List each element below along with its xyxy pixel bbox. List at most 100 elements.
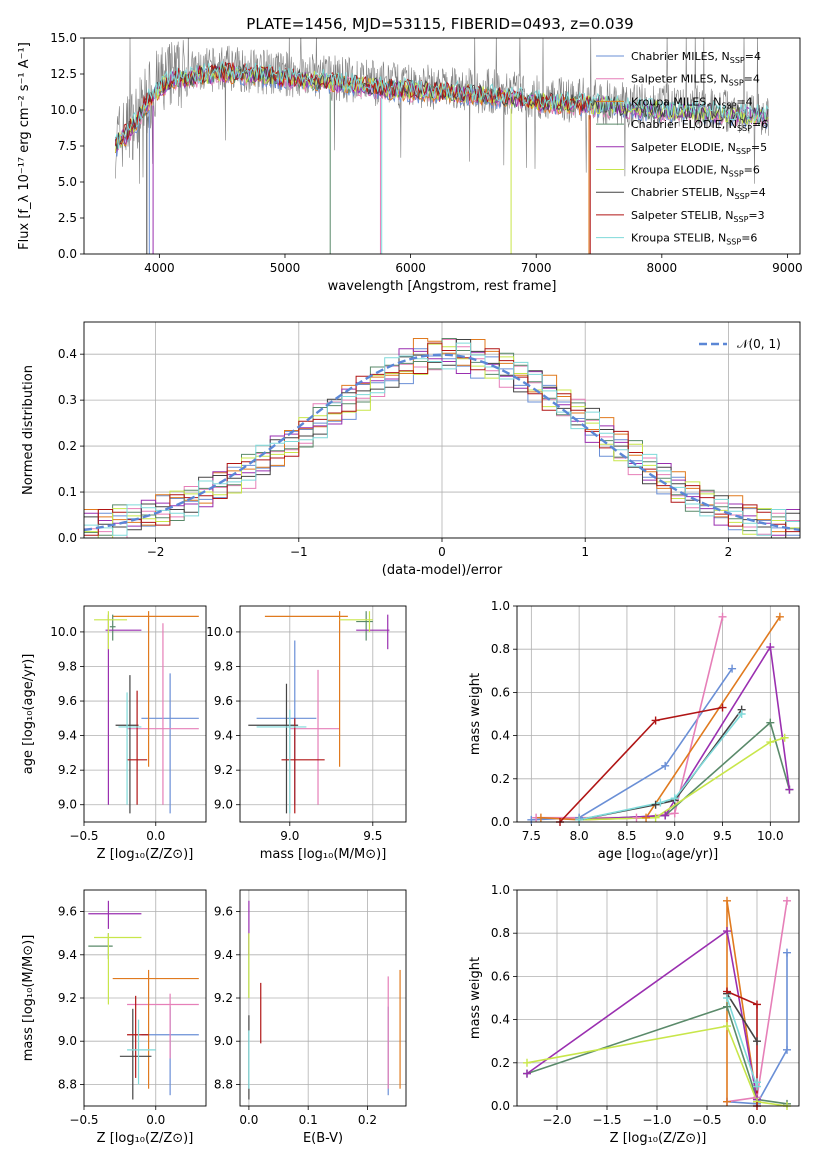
plot-area bbox=[84, 322, 800, 538]
y-tick-label: 0.4 bbox=[491, 729, 510, 743]
plus-marker bbox=[753, 1037, 761, 1046]
y-tick-label: 9.0 bbox=[214, 1034, 233, 1048]
plus-marker bbox=[656, 798, 665, 807]
x-tick-label: 10.0 bbox=[757, 829, 784, 843]
legend-label: Salpeter MILES, NSSP=4 bbox=[631, 73, 760, 88]
plus-marker bbox=[651, 716, 660, 725]
legend-label: Kroupa MILES, NSSP=4 bbox=[631, 95, 753, 110]
legend-sub: SSP bbox=[737, 124, 752, 133]
y-tick-label: 0.2 bbox=[491, 772, 510, 786]
legend-sub: SSP bbox=[730, 56, 745, 65]
axes-residuals: −2 −1 0 1 2 0.0 0.1 0.2 0.3 0.4 (data-model)/error… bbox=[21, 321, 801, 578]
y-tick-label: 0.2 bbox=[58, 439, 77, 453]
y-axis-label: Flux [f_λ 10⁻¹⁷ erg cm⁻² s⁻¹ A⁻¹] bbox=[17, 42, 32, 250]
legend-name: Salpeter STELIB, N bbox=[631, 209, 733, 222]
y-tick-label: 9.0 bbox=[214, 798, 233, 812]
axes-mass-vs-ebv: 0.0 0.1 0.2 8.8 9.0 9.2 9.4 9.6 E(B-V) bbox=[214, 889, 407, 1146]
legend-name: Chabrier MILES, N bbox=[631, 50, 730, 63]
x-axis-label: Z [log₁₀(Z/Z⊙)] bbox=[97, 847, 194, 862]
legend-value: =4 bbox=[744, 73, 760, 86]
axes-frame bbox=[239, 605, 407, 823]
y-tick-label: 1.0 bbox=[491, 883, 510, 897]
legend-label: 𝒩(0, 1) bbox=[737, 337, 781, 351]
x-tick-label: 0 bbox=[438, 545, 446, 559]
x-tick-label: 7000 bbox=[521, 261, 552, 275]
legend-value: =3 bbox=[748, 209, 764, 222]
axes-mass-weight-vs-age: 7.5 8.0 8.5 9.0 9.5 10.0 0.0 0.2 0.4 0.6 0.8 1.0 age… bbox=[468, 599, 800, 862]
legend-label: Salpeter STELIB, NSSP=3 bbox=[631, 209, 765, 224]
y-tick-label: 9.4 bbox=[214, 729, 233, 743]
legend-name: Kroupa ELODIE, N bbox=[631, 164, 729, 177]
x-tick-label: 0.2 bbox=[358, 1113, 377, 1127]
x-tick-label: 9.0 bbox=[665, 829, 684, 843]
y-tick-label: 0.4 bbox=[491, 1013, 510, 1027]
x-tick-label: −0.5 bbox=[69, 829, 98, 843]
x-tick-label: 4000 bbox=[144, 261, 175, 275]
y-tick-label: 9.6 bbox=[58, 694, 77, 708]
plus-marker bbox=[775, 612, 784, 621]
legend-name: Chabrier ELODIE, N bbox=[631, 118, 737, 131]
legend-sub: SSP bbox=[736, 147, 751, 156]
y-axis-label: age [log₁₀(age/yr)] bbox=[21, 654, 36, 775]
plus-marker bbox=[753, 1078, 761, 1087]
y-tick-label: 9.0 bbox=[58, 798, 77, 812]
plus-marker bbox=[670, 794, 679, 803]
y-tick-label: 9.8 bbox=[214, 659, 233, 673]
legend-name: Salpeter MILES, N bbox=[631, 73, 729, 86]
y-tick-label: 9.6 bbox=[214, 694, 233, 708]
axes-frame bbox=[516, 605, 800, 823]
legend-sub: SSP bbox=[735, 192, 750, 201]
legend-name: Chabrier STELIB, N bbox=[631, 186, 735, 199]
legend-sub: SSP bbox=[721, 101, 736, 110]
y-tick-label: 0.8 bbox=[491, 926, 510, 940]
y-tick-label: 0.6 bbox=[491, 685, 510, 699]
y-tick-label: 2.5 bbox=[58, 211, 77, 225]
y-axis-label: Normed distribution bbox=[21, 365, 36, 495]
axes-mass-weight-vs-Z: −2.0 −1.5 −1.0 −0.5 0.0 0.0 0.2 0.4 0.6 0.8 1.0 Z [… bbox=[468, 883, 800, 1146]
axes-age-vs-Z: −0.5 0.0 9.0 9.2 9.4 9.6 9.8 10.0 Z [log₁₀(Z/Z⊙)… bbox=[21, 605, 207, 862]
series-line bbox=[559, 706, 723, 822]
y-tick-label: 0.0 bbox=[491, 815, 510, 829]
y-tick-label: 10.0 bbox=[50, 103, 77, 117]
y-tick-label: 9.2 bbox=[58, 991, 77, 1005]
series-line bbox=[526, 929, 758, 1100]
legend-value: =4 bbox=[750, 186, 766, 199]
legend-label: Chabrier MILES, NSSP=4 bbox=[631, 50, 761, 65]
series-line bbox=[726, 993, 758, 1042]
series-line bbox=[579, 644, 791, 821]
plus-marker bbox=[723, 927, 731, 936]
plot-area bbox=[240, 890, 406, 1106]
legend-value: =5 bbox=[751, 141, 767, 154]
plus-marker bbox=[632, 813, 641, 822]
x-tick-label: 7.5 bbox=[522, 829, 541, 843]
series-line bbox=[578, 713, 743, 821]
plus-marker bbox=[766, 738, 775, 747]
histogram-step bbox=[84, 348, 800, 536]
y-tick-label: 12.5 bbox=[50, 67, 77, 81]
plus-marker bbox=[785, 785, 794, 794]
model-line bbox=[114, 60, 769, 149]
plus-marker bbox=[780, 733, 789, 742]
y-axis-label: mass weight bbox=[468, 673, 483, 755]
plus-marker bbox=[723, 896, 731, 905]
plus-marker bbox=[651, 813, 660, 822]
x-tick-label: 9000 bbox=[772, 261, 803, 275]
plus-marker bbox=[723, 994, 731, 1002]
figure-title: PLATE=1456, MJD=53115, FIBERID=0493, z=0… bbox=[246, 15, 633, 33]
legend-value: =4 bbox=[745, 50, 761, 63]
legend-label: Chabrier STELIB, NSSP=4 bbox=[631, 186, 766, 201]
x-tick-label: 9.0 bbox=[280, 829, 299, 843]
y-tick-label: 10.0 bbox=[50, 625, 77, 639]
y-tick-label: 0.4 bbox=[58, 347, 77, 361]
x-tick-label: 8.5 bbox=[617, 829, 636, 843]
x-tick-label: 0.0 bbox=[747, 1113, 766, 1127]
y-tick-label: 7.5 bbox=[58, 139, 77, 153]
axes-frame bbox=[516, 889, 800, 1107]
y-tick-label: 0.0 bbox=[491, 1099, 510, 1113]
x-tick-label: 0.0 bbox=[239, 1113, 258, 1127]
y-tick-label: 9.4 bbox=[58, 729, 77, 743]
plus-marker bbox=[723, 1002, 731, 1011]
axes-age-vs-mass: 9.0 9.5 9.0 9.2 9.4 9.6 9.8 10.0 mass [log₁₀(M/M… bbox=[206, 605, 407, 862]
gaussian-curve bbox=[84, 353, 800, 532]
legend-value: =6 bbox=[744, 164, 760, 177]
